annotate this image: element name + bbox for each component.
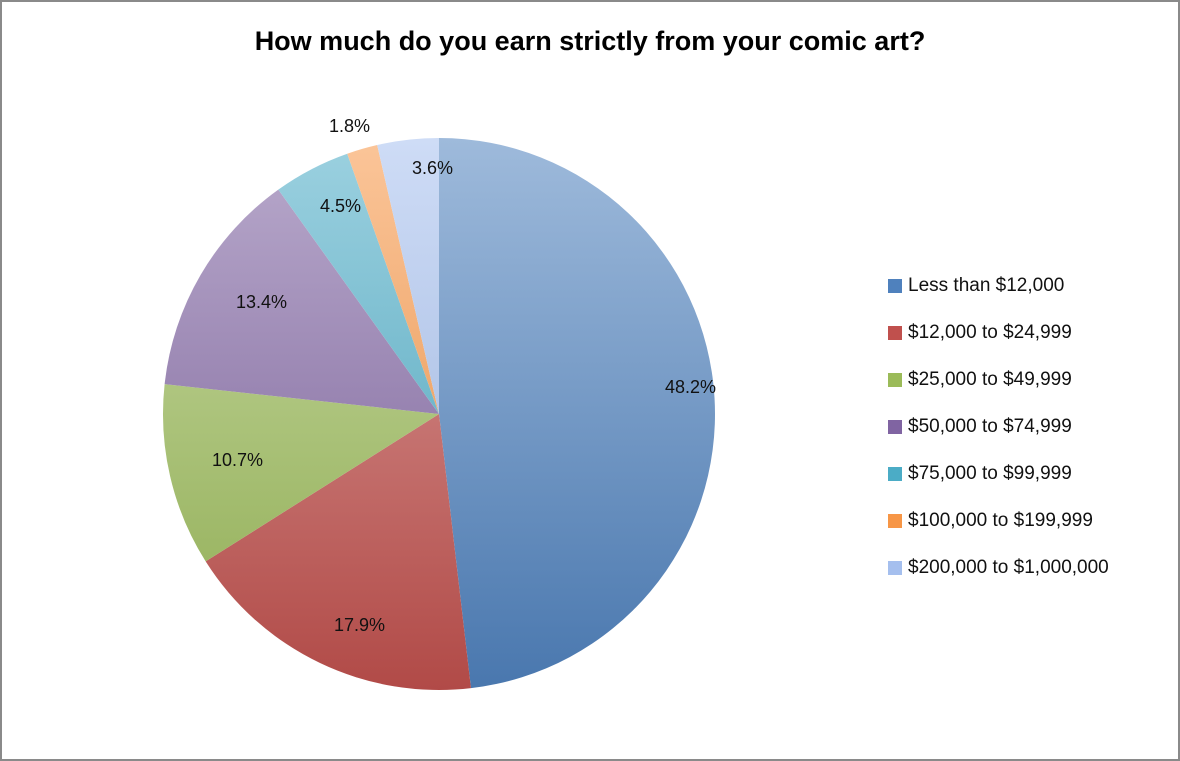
- pie-slice: [278, 153, 439, 414]
- pie-slice: [439, 138, 716, 689]
- slice-label: 48.2%: [665, 377, 716, 397]
- legend-item: $75,000 to $99,999: [888, 450, 1109, 497]
- legend-item: $50,000 to $74,999: [888, 403, 1109, 450]
- pie-slice: [205, 414, 471, 690]
- pie-slice: [163, 384, 439, 562]
- slice-label: 13.4%: [236, 292, 287, 312]
- slice-label: 3.6%: [412, 158, 453, 178]
- slice-label: 17.9%: [334, 615, 385, 635]
- legend-item: $12,000 to $24,999: [888, 309, 1109, 356]
- legend-swatch-icon: [888, 419, 902, 434]
- legend-swatch-icon: [888, 325, 902, 340]
- pie-slice: [164, 189, 439, 414]
- slice-label: 1.8%: [329, 116, 370, 136]
- pie-slice: [377, 138, 439, 414]
- legend-label: $100,000 to $199,999: [908, 509, 1093, 531]
- legend-swatch-icon: [888, 560, 902, 575]
- legend-item: $25,000 to $49,999: [888, 356, 1109, 403]
- legend-label: $75,000 to $99,999: [908, 462, 1072, 484]
- legend-label: $25,000 to $49,999: [908, 368, 1072, 390]
- legend-item: Less than $12,000: [888, 262, 1109, 309]
- legend-swatch-icon: [888, 466, 902, 481]
- chart-title: How much do you earn strictly from your …: [254, 26, 926, 56]
- slice-label: 10.7%: [212, 450, 263, 470]
- slice-label: 4.5%: [320, 196, 361, 216]
- legend-label: $12,000 to $24,999: [908, 321, 1072, 343]
- legend-item: $100,000 to $199,999: [888, 497, 1109, 544]
- pie-slice: [347, 145, 439, 414]
- legend-swatch-icon: [888, 513, 902, 528]
- legend-swatch-icon: [888, 278, 902, 293]
- legend: Less than $12,000 $12,000 to $24,999 $25…: [888, 262, 1109, 591]
- legend-swatch-icon: [888, 372, 902, 387]
- legend-label: Less than $12,000: [908, 274, 1065, 296]
- legend-item: $200,000 to $1,000,000: [888, 544, 1109, 591]
- legend-label: $200,000 to $1,000,000: [908, 556, 1109, 578]
- legend-label: $50,000 to $74,999: [908, 415, 1072, 437]
